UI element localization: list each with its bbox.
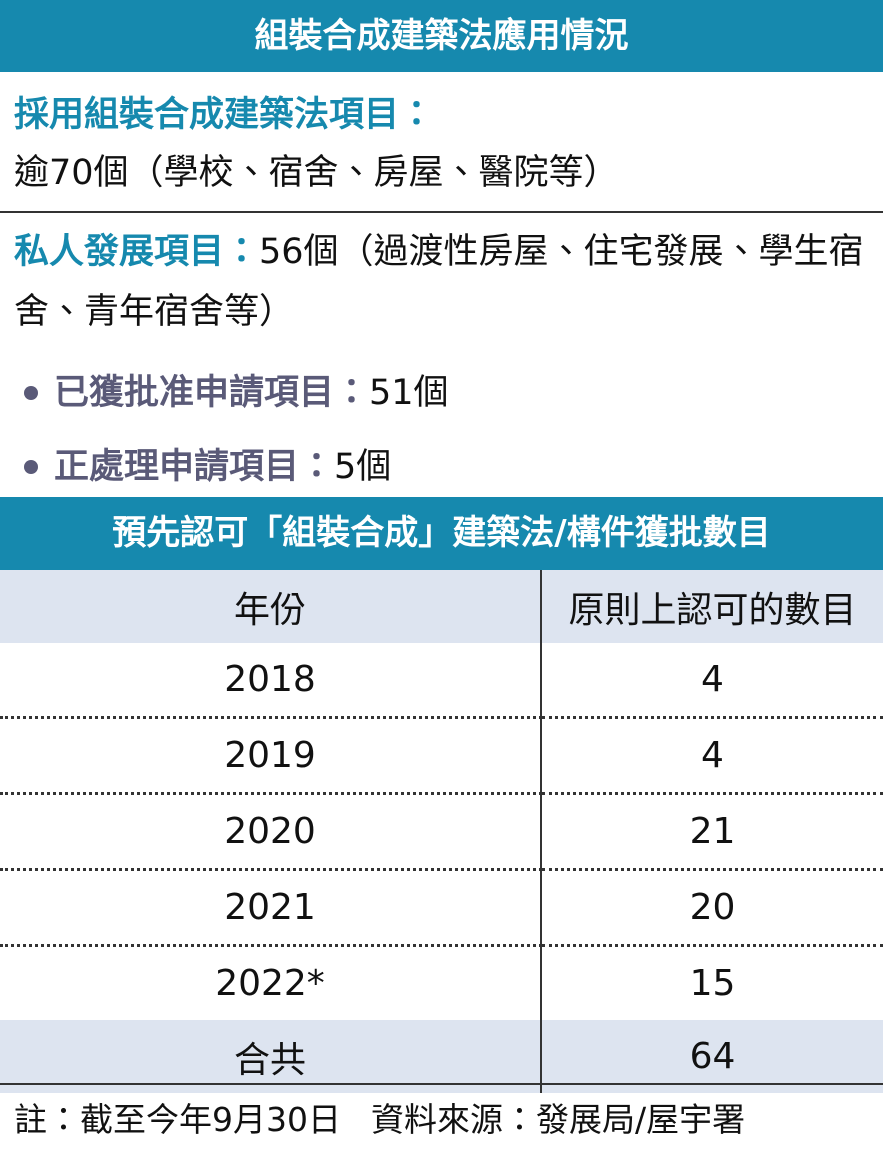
- table-cell: 15: [689, 963, 736, 1004]
- table-cell: 2020: [0, 793, 542, 871]
- bullet-label: 正處理申請項目：: [54, 447, 335, 487]
- section-label: 採用組裝合成建築法項目：: [14, 95, 435, 135]
- table-row: 2021 20: [0, 869, 883, 947]
- table-cell: 4: [541, 717, 883, 795]
- table-row: 2018 4: [0, 643, 883, 719]
- bullet-dot: [24, 460, 38, 474]
- column-header: 原則上認可的數目: [541, 570, 883, 643]
- bullet-label: 已獲批准申請項目：: [54, 373, 370, 413]
- column-header: 年份: [0, 570, 542, 643]
- table-cell: 4: [541, 643, 883, 719]
- section-label: 私人發展項目：: [14, 232, 260, 272]
- bullet-text: 5個: [334, 447, 392, 487]
- table-title: 預先認可「組裝合成」建築法/構件獲批數目: [0, 497, 883, 570]
- footer-note: 註：截至今年9月30日: [14, 1100, 341, 1139]
- table-cell: 2021: [0, 869, 542, 947]
- section-text: 逾70個（學校、宿舍、房屋、醫院等）: [14, 153, 619, 193]
- table-cell: 21: [541, 793, 883, 871]
- table-row: 2019 4: [0, 717, 883, 795]
- footer: 註：截至今年9月30日 資料來源：發展局/屋宇署: [14, 1090, 875, 1150]
- divider: [0, 1083, 883, 1085]
- approval-table: 年份 原則上認可的數目 2018 4 2019 4 2020 21 2021 20 2022* 15 合…: [0, 570, 883, 1093]
- total-cell: 合共: [0, 1020, 542, 1093]
- section-adoption: 採用組裝合成建築法項目： 逾70個（學校、宿舍、房屋、醫院等）: [14, 86, 873, 202]
- header-title: 組裝合成建築法應用情況: [0, 0, 883, 72]
- divider: [0, 211, 883, 213]
- table-row: 2020 21: [0, 793, 883, 871]
- table-cell: 2019: [0, 717, 542, 795]
- table-row: 2022* 15: [0, 945, 883, 1020]
- table-cell: 2018: [0, 643, 542, 719]
- bullet-text: 51個: [369, 373, 449, 413]
- header-row: 年份 原則上認可的數目: [0, 570, 883, 643]
- table-cell: 2022*: [0, 945, 542, 1020]
- bullet: 已獲批准申請項目： 51個: [24, 356, 873, 430]
- table-cell: 20: [541, 869, 883, 947]
- bullet-dot: [24, 386, 38, 400]
- bullet-list: 已獲批准申請項目： 51個 正處理申請項目： 5個: [24, 356, 873, 504]
- section-private: 私人發展項目：56個（過渡性房屋、住宅發展、學生宿舍、青年宿舍等）: [14, 222, 869, 342]
- bullet: 正處理申請項目： 5個: [24, 430, 873, 504]
- footer-source: 資料來源：發展局/屋宇署: [371, 1100, 746, 1139]
- total-cell: 64: [541, 1020, 883, 1093]
- total-row: 合共 64: [0, 1020, 883, 1093]
- section-text: 56個（過渡性房屋、住宅發展、學生宿舍、青年宿舍等）: [14, 232, 864, 332]
